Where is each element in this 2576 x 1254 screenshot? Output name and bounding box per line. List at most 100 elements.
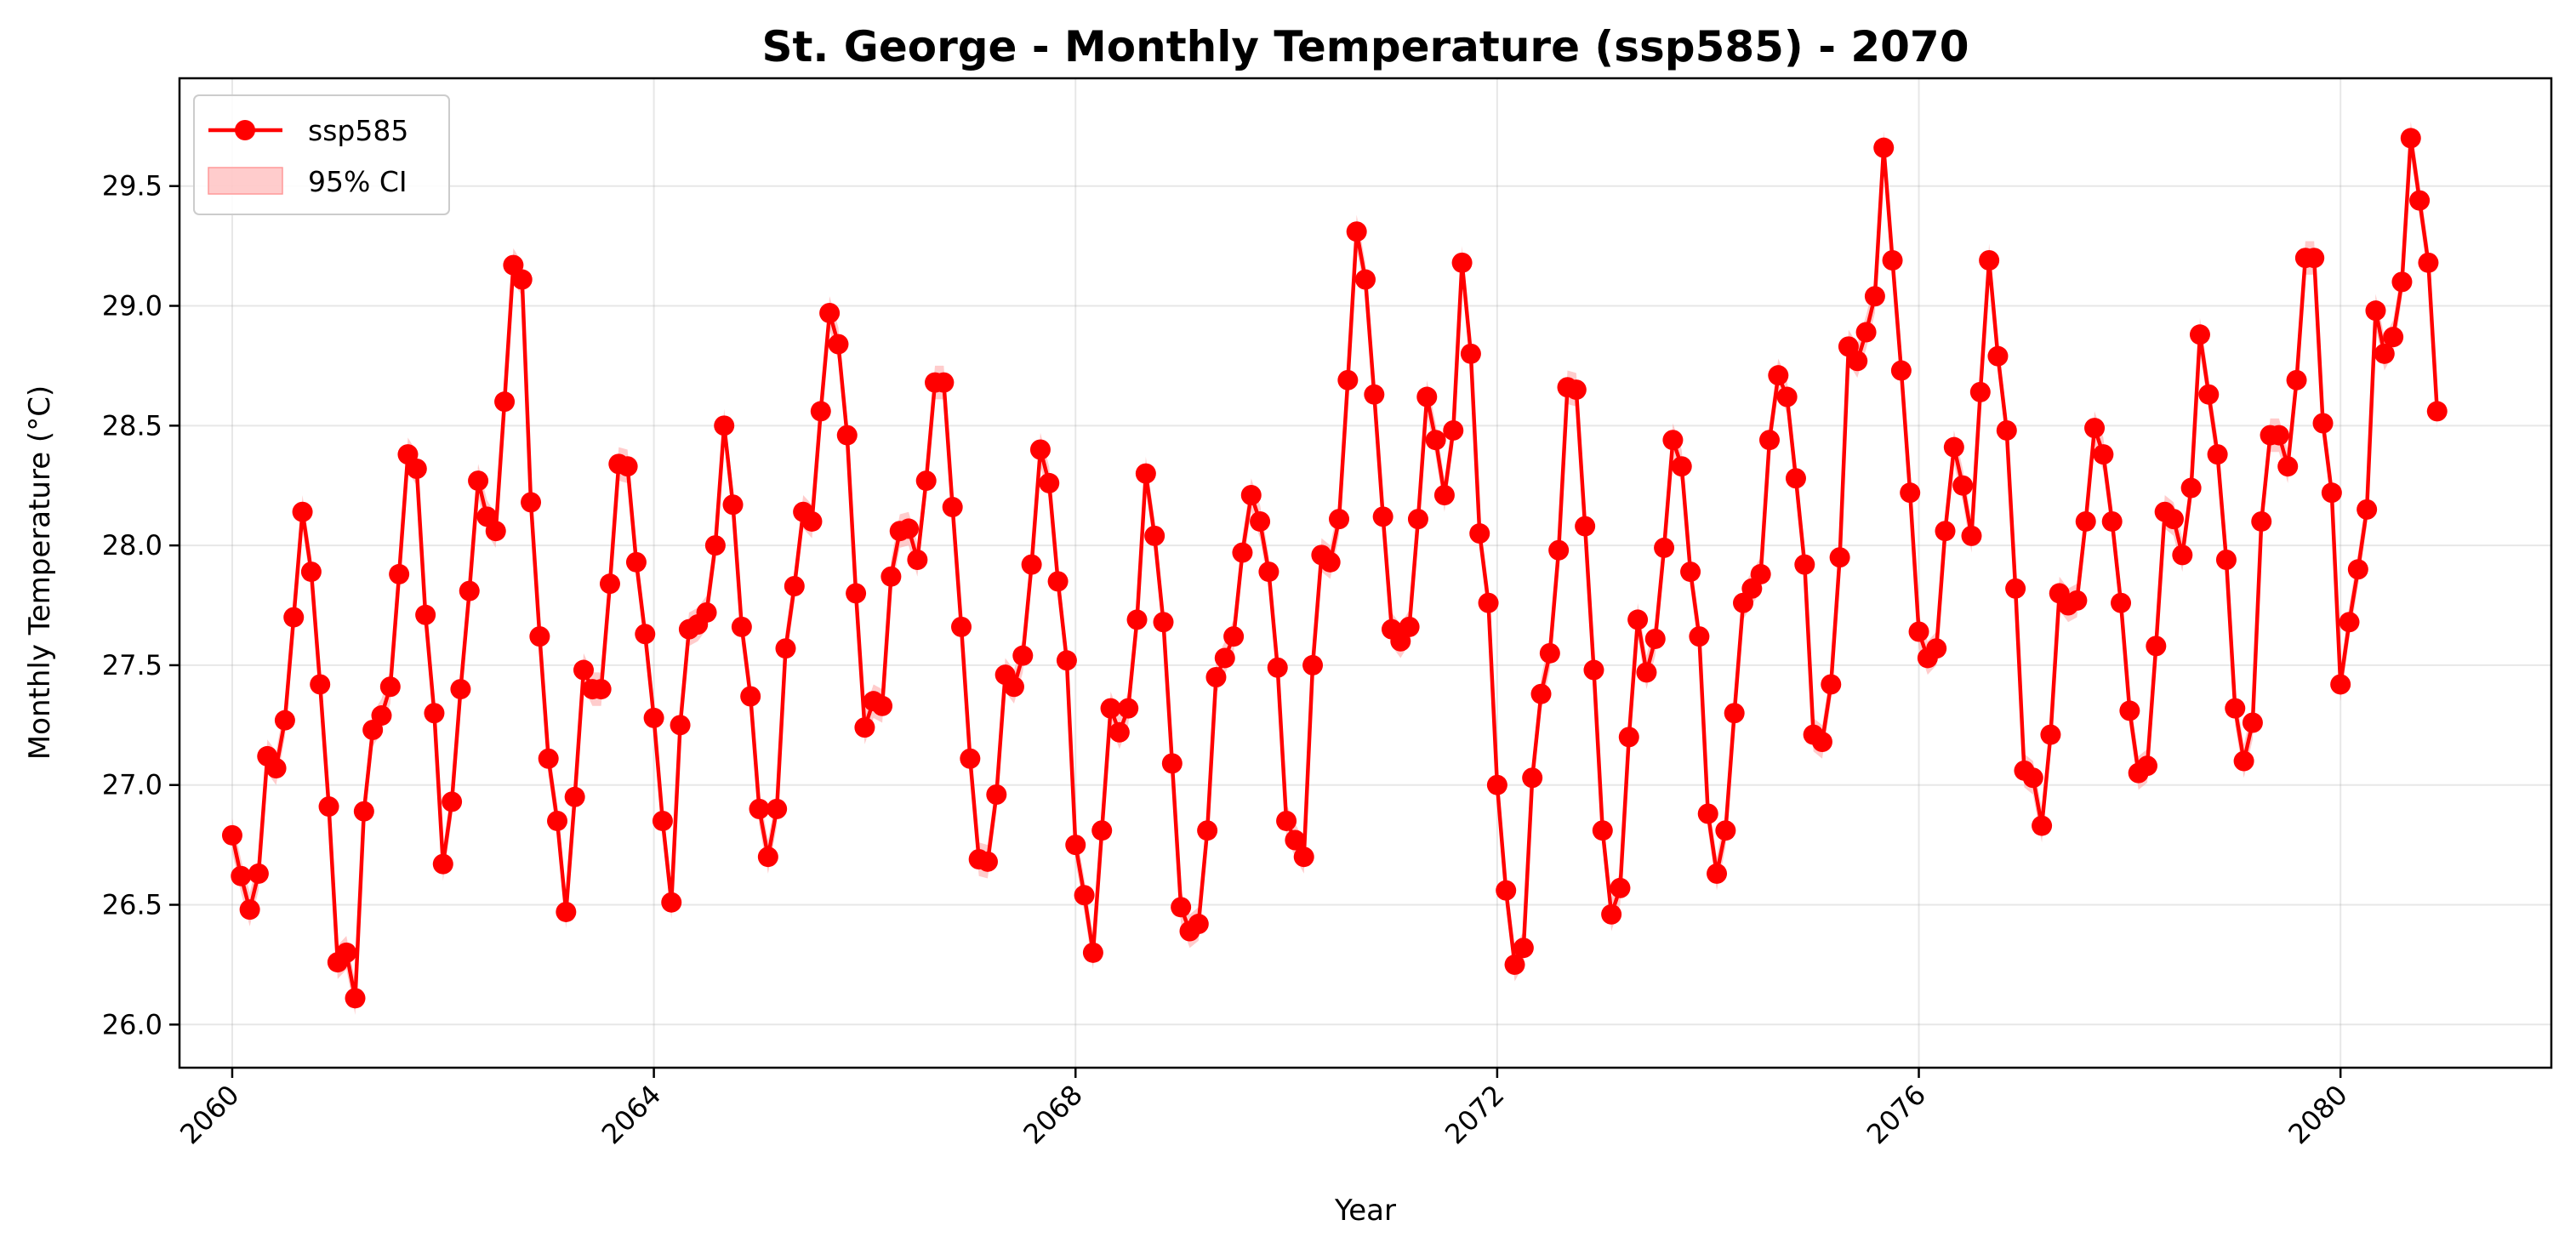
- data-point: [2426, 401, 2448, 422]
- data-point: [2215, 550, 2237, 571]
- data-point: [2312, 413, 2334, 434]
- data-point: [2101, 510, 2123, 532]
- data-point: [1908, 621, 1929, 642]
- data-point: [424, 703, 445, 724]
- data-point: [1996, 419, 2017, 441]
- data-point: [2321, 482, 2342, 504]
- data-point: [810, 401, 831, 422]
- data-point: [2163, 509, 2184, 530]
- data-point: [1900, 482, 1921, 504]
- data-point: [573, 659, 594, 681]
- data-point: [2286, 369, 2307, 390]
- data-point: [1364, 384, 1385, 405]
- data-point: [1267, 657, 1288, 678]
- data-point: [1548, 539, 1570, 561]
- data-point: [1583, 659, 1604, 681]
- data-point: [1715, 820, 1736, 841]
- data-point: [915, 470, 937, 492]
- data-point: [1197, 820, 1218, 841]
- data-point: [1486, 774, 1507, 795]
- data-point: [1654, 537, 1675, 558]
- data-point: [1680, 561, 1701, 583]
- data-point: [1565, 379, 1587, 401]
- data-point: [696, 601, 717, 623]
- data-point: [379, 676, 401, 698]
- y-axis-ticks: 26.0 26.5 27.0 27.5 28.0 28.5 29.0 29.5: [102, 170, 180, 1040]
- data-point: [1627, 609, 1649, 630]
- data-point: [2207, 444, 2228, 465]
- chart-title: St. George - Monthly Temperature (ssp585…: [761, 22, 1969, 71]
- data-point: [2075, 510, 2096, 532]
- data-point: [2084, 418, 2106, 439]
- data-point: [1847, 351, 1868, 372]
- data-point: [1232, 542, 1253, 563]
- data-point: [1460, 343, 1481, 364]
- data-point: [722, 494, 744, 516]
- data-point: [274, 710, 295, 731]
- data-point: [1223, 626, 1245, 647]
- data-point: [898, 518, 920, 539]
- data-point: [1021, 554, 1042, 575]
- data-point: [1864, 286, 1885, 307]
- data-point: [1100, 698, 1121, 719]
- y-tick-label: 26.5: [102, 889, 162, 921]
- data-point: [1039, 472, 1060, 493]
- y-tick-label: 28.0: [102, 529, 162, 561]
- data-point: [336, 942, 357, 963]
- data-point: [881, 566, 902, 587]
- data-point: [2137, 755, 2158, 777]
- data-point: [1662, 430, 1684, 451]
- data-point: [239, 899, 260, 921]
- data-point: [661, 892, 682, 913]
- data-point: [1329, 509, 1350, 530]
- data-point: [2022, 767, 2043, 789]
- data-point: [2251, 510, 2272, 532]
- data-point: [300, 561, 322, 583]
- data-point: [1821, 674, 1842, 695]
- y-tick-label: 26.0: [102, 1008, 162, 1040]
- data-point: [1433, 484, 1455, 505]
- data-point: [1575, 516, 1596, 537]
- data-point: [2409, 190, 2431, 211]
- data-point: [564, 786, 585, 807]
- data-point: [836, 425, 858, 446]
- data-point: [643, 707, 664, 728]
- data-point: [625, 551, 647, 573]
- series-markers: [221, 128, 2448, 1009]
- data-point: [2339, 612, 2360, 633]
- plot-frame: [178, 77, 2553, 1069]
- data-point: [231, 865, 252, 886]
- data-point: [757, 846, 778, 868]
- data-point: [2119, 700, 2140, 721]
- data-point: [1469, 523, 1490, 544]
- data-point: [2391, 271, 2413, 293]
- data-point: [1496, 880, 1517, 901]
- data-point: [784, 575, 805, 596]
- data-point: [2146, 636, 2167, 657]
- data-point: [1969, 381, 1991, 402]
- data-point: [1135, 463, 1156, 484]
- data-point: [907, 550, 928, 571]
- data-point: [2330, 674, 2351, 695]
- data-point: [1108, 721, 1130, 743]
- data-point: [1258, 561, 1279, 583]
- data-point: [2400, 128, 2421, 149]
- data-point: [1961, 525, 1982, 546]
- data-point: [521, 492, 542, 513]
- y-tick-label: 29.5: [102, 170, 162, 202]
- data-point: [635, 624, 656, 645]
- data-point: [951, 616, 972, 637]
- data-point: [1644, 628, 1666, 649]
- data-point: [1171, 897, 1192, 918]
- data-point: [1188, 914, 1209, 935]
- data-point: [1337, 369, 1359, 390]
- data-point: [1074, 885, 1095, 906]
- data-point: [494, 391, 516, 413]
- data-point: [2268, 425, 2289, 446]
- data-point: [1144, 525, 1165, 546]
- data-point: [371, 705, 392, 727]
- data-point: [2347, 559, 2368, 580]
- data-point: [2005, 578, 2026, 599]
- data-point: [1636, 662, 1657, 683]
